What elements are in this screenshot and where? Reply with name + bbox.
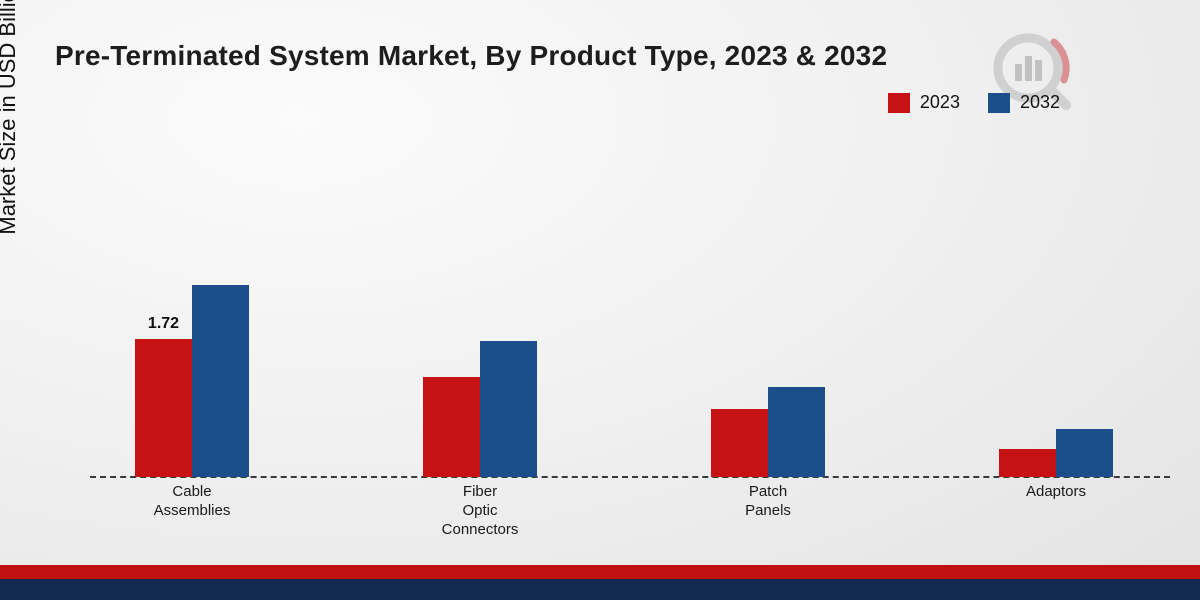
category-label-adaptors: Adaptors: [1025, 483, 1087, 500]
bar-2023-fiber-optic-connectors: [423, 377, 480, 477]
category-label-patch-panels: Patch Panels: [745, 483, 791, 519]
plot-area: 1.72: [0, 150, 1200, 478]
x-axis-baseline: [90, 476, 1170, 478]
chart-title: Pre-Terminated System Market, By Product…: [55, 40, 888, 71]
bar-2032-patch-panels: [768, 387, 825, 477]
legend: 2023 2032: [887, 92, 1060, 113]
bar-value-label-2023-cable-assemblies: 1.72: [147, 315, 180, 332]
bar-2023-adaptors: [999, 449, 1056, 477]
bar-2023-patch-panels: [711, 409, 768, 477]
bar-2032-fiber-optic-connectors: [480, 341, 537, 477]
bar-2032-adaptors: [1056, 429, 1113, 477]
bar-group-cable-assemblies: 1.72: [135, 285, 249, 477]
category-label-cable-assemblies: Cable Assemblies: [153, 483, 231, 519]
footer-stripe-red: [0, 565, 1200, 579]
bar-2023-cable-assemblies: 1.72: [135, 315, 192, 477]
footer-stripe-navy: [0, 579, 1200, 600]
legend-label-2023: 2023: [919, 92, 960, 112]
bar-group-patch-panels: [711, 387, 825, 477]
legend-label-2032: 2032: [1019, 92, 1060, 112]
bar-2032-cable-assemblies: [192, 285, 249, 477]
bar-group-adaptors: [999, 429, 1113, 477]
legend-item-2023: 2023: [887, 92, 960, 113]
legend-swatch-2032: [987, 92, 1010, 113]
legend-item-2032: 2032: [987, 92, 1060, 113]
category-label-fiber-optic-connectors: Fiber Optic Connectors: [441, 483, 519, 538]
bar-group-fiber-optic-connectors: [423, 341, 537, 477]
logo-icon: [988, 28, 1080, 117]
legend-swatch-2023: [887, 92, 910, 113]
